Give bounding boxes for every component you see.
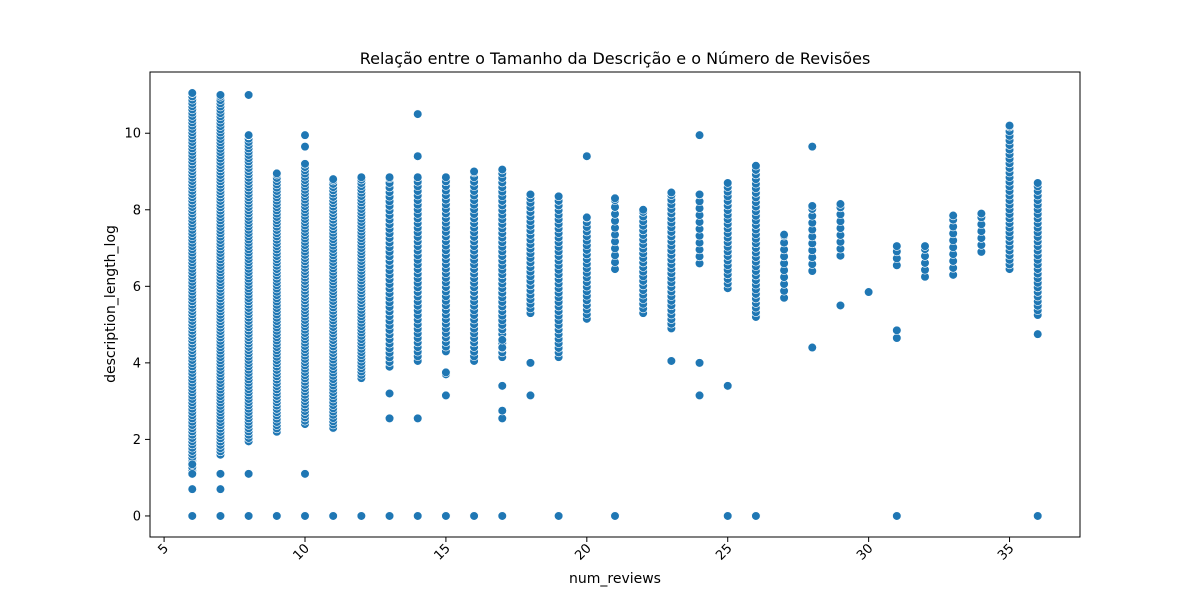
data-point [1033,178,1043,188]
chart-title: Relação entre o Tamanho da Descrição e o… [360,49,871,68]
plot-frame [149,71,1081,538]
data-point [244,130,254,140]
x-axis-label: num_reviews [569,571,661,587]
data-point [554,511,564,521]
data-point [215,469,226,479]
data-point [187,511,197,521]
data-point [328,174,338,184]
data-point [525,358,536,368]
data-point [413,151,423,161]
data-point [384,388,395,399]
data-point [469,166,479,177]
data-point [892,325,902,335]
data-point [328,511,338,521]
data-point [694,130,705,140]
data-point [723,511,733,521]
data-point [244,511,254,521]
data-point [384,413,395,423]
data-point [300,469,310,479]
y-tick-label: 2 [133,433,141,448]
data-point [666,356,676,366]
data-point [413,109,423,119]
data-point [497,164,507,175]
y-axis-ticks: 0 2 4 6 8 10 [124,127,150,524]
data-point [413,511,423,521]
data-point [694,189,705,200]
data-point [1004,120,1015,131]
data-point [187,459,197,469]
data-point [384,172,395,182]
data-point [187,469,197,479]
data-point [638,205,648,215]
data-point [497,511,507,521]
data-point [497,413,507,423]
data-point [272,168,282,179]
data-point [244,469,254,479]
data-point [864,287,874,297]
data-point [356,172,366,182]
data-point [215,484,226,494]
data-point [807,342,817,353]
data-point [723,178,733,188]
y-tick-label: 4 [133,356,141,371]
data-point [920,241,930,251]
data-point [582,151,592,161]
data-points [187,88,1043,521]
data-point [356,511,366,521]
data-point [807,201,817,211]
data-point [300,130,310,140]
data-point [554,191,564,201]
data-point [525,189,536,200]
data-point [497,342,507,353]
data-point [779,230,789,240]
data-point [666,187,676,198]
data-point [694,390,705,401]
data-point [300,142,310,152]
data-point [751,511,761,521]
data-point [272,511,282,521]
data-point [892,241,902,251]
data-point [892,511,902,521]
data-point [610,193,620,203]
data-point [835,300,846,311]
data-point [694,358,705,368]
data-point [807,142,817,152]
data-point [187,484,197,494]
y-tick-label: 8 [133,203,141,218]
data-point [244,90,254,100]
data-point [751,161,761,171]
data-point [497,406,507,416]
data-point [835,199,846,209]
data-point [582,212,592,223]
data-point [300,511,310,521]
data-point [469,511,479,521]
data-point [892,333,902,343]
data-point [948,210,958,221]
data-point [497,381,507,391]
data-point [1033,511,1043,521]
data-point [441,390,451,401]
data-point [413,172,423,182]
y-tick-label: 0 [133,509,141,524]
data-point [1033,329,1043,339]
y-tick-label: 6 [133,280,141,295]
data-point [384,511,395,521]
data-point [215,511,226,521]
y-tick-label: 10 [124,127,141,142]
data-point [300,159,310,169]
data-point [441,367,451,378]
data-point [441,511,451,521]
data-point [187,88,197,98]
data-point [610,511,620,521]
data-point [497,335,507,345]
data-point [976,209,986,219]
data-point [215,90,226,100]
y-axis-label: description_length_log [103,225,119,383]
data-point [441,172,451,182]
data-point [723,381,733,391]
data-point [525,390,536,401]
data-point [413,413,423,423]
